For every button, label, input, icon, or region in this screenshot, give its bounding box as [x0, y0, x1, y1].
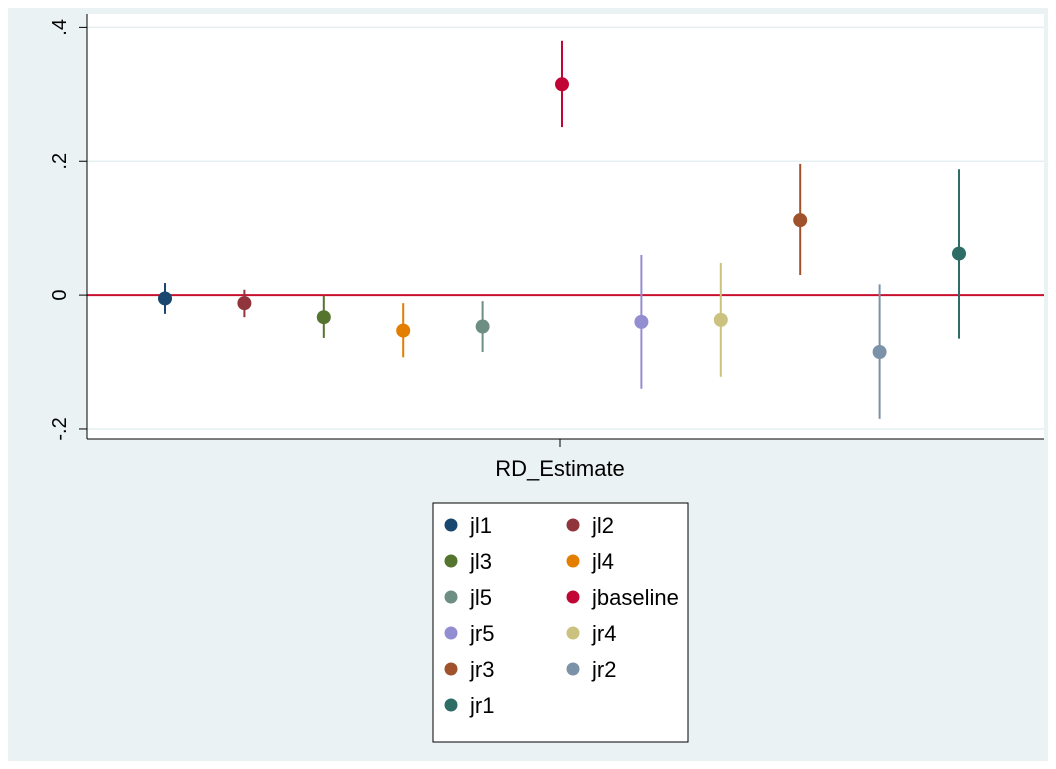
point-estimate-jr2: [872, 344, 887, 359]
legend-label-jl1: jl1: [469, 513, 492, 538]
legend-box: [432, 502, 689, 743]
point-estimate-jl2: [237, 296, 252, 311]
legend-label-jr5: jr5: [469, 621, 494, 646]
legend-marker-jr2: [566, 662, 580, 676]
series-marks: [158, 40, 966, 419]
point-estimate-jr1: [952, 246, 966, 261]
legend-label-jl4: jl4: [591, 549, 614, 574]
legend-label-jl2: jl2: [591, 513, 614, 538]
legend: jl1 jl2 jl3 jl4 jl5 jbaseline jr5 jr4 jr3 jr2 jr1: [432, 502, 689, 743]
axes: RD_Estimate: [86, 14, 1044, 481]
y-ticks: -.2 0 .2 .4: [49, 19, 87, 441]
legend-marker-jbaseline: [566, 590, 580, 604]
legend-marker-jl1: [444, 518, 458, 532]
legend-marker-jr3: [444, 662, 458, 676]
legend-items: jl1 jl2 jl3 jl4 jl5 jbaseline jr5 jr4 jr3 jr2 jr1: [444, 513, 679, 718]
coefficient-plot: RD_Estimate -.2 0 .2 .4 jl1 jl2 jl3 jl4 jl5 jbas…: [49, 14, 1044, 743]
legend-label-jr1: jr1: [469, 693, 494, 718]
legend-marker-jr5: [444, 626, 458, 640]
point-estimate-jbaseline: [555, 77, 569, 92]
plot-area: [87, 14, 1044, 439]
legend-marker-jl5: [444, 590, 458, 604]
x-category-label: RD_Estimate: [495, 456, 625, 481]
legend-marker-jr1: [444, 698, 458, 712]
y-tick-label: 0: [49, 290, 71, 301]
point-estimate-jl4: [396, 323, 411, 338]
point-estimate-jr5: [634, 314, 649, 329]
legend-label-jr3: jr3: [469, 657, 494, 682]
legend-label-jl5: jl5: [469, 585, 492, 610]
point-estimate-jr4: [713, 312, 728, 327]
point-estimate-jl5: [475, 319, 490, 334]
y-tick-label: .4: [49, 19, 71, 36]
y-tick-label: -.2: [49, 417, 71, 440]
legend-marker-jl3: [444, 554, 458, 568]
y-tick-label: .2: [49, 153, 71, 170]
point-estimate-jl1: [158, 291, 172, 306]
chart: RD_Estimate -.2 0 .2 .4 jl1 jl2 jl3 jl4 jl5 jbas…: [8, 8, 1048, 761]
legend-marker-jl2: [566, 518, 580, 532]
point-estimate-jr3: [793, 213, 808, 228]
legend-marker-jr4: [566, 626, 580, 640]
legend-label-jr4: jr4: [591, 621, 616, 646]
legend-label-jr2: jr2: [591, 657, 616, 682]
legend-label-jbaseline: jbaseline: [591, 585, 679, 610]
point-estimate-jl3: [316, 310, 331, 325]
legend-label-jl3: jl3: [469, 549, 492, 574]
legend-marker-jl4: [566, 554, 580, 568]
